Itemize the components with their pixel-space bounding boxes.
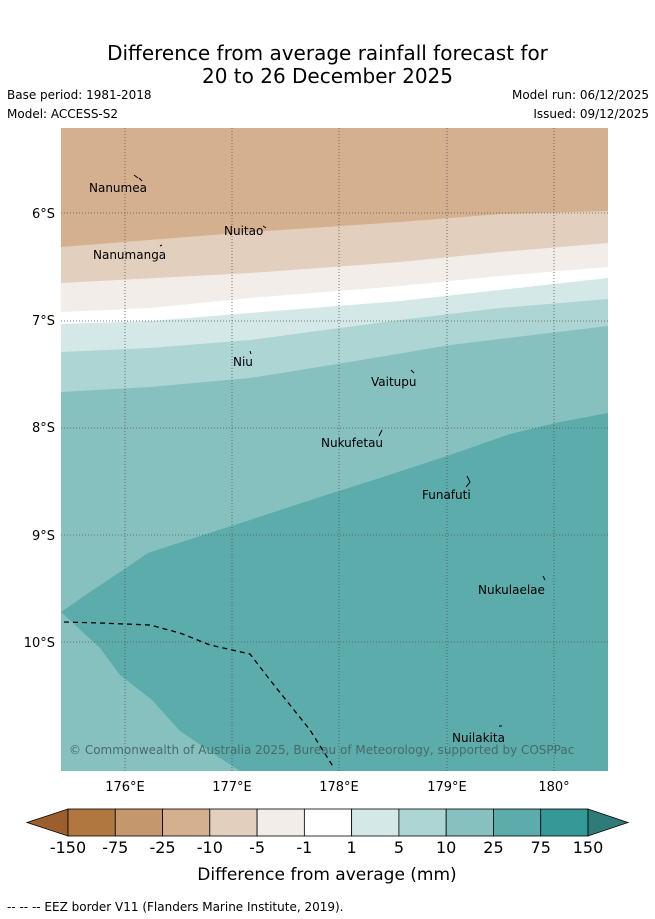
lon-tick-179e: 179°E <box>427 780 467 795</box>
island-label-nanumea: Nanumea <box>89 181 147 195</box>
lat-tick-8s: 8°S <box>32 421 55 436</box>
island-label-funafuti: Funafuti <box>422 488 471 502</box>
colorbar-segment <box>303 808 353 837</box>
colorbar-tick-label: -5 <box>249 838 265 857</box>
colorbar-tick-label: 25 <box>483 838 503 857</box>
island-label-vaitupu: Vaitupu <box>371 375 417 389</box>
colorbar-tick-label: -25 <box>149 838 175 857</box>
lat-tick-9s: 9°S <box>32 529 55 544</box>
eez-footer-note: -- -- -- EEZ border V11 (Flanders Marine… <box>7 900 344 914</box>
island-shapes <box>133 174 546 727</box>
colorbar-segment <box>493 808 542 837</box>
title-line-2: 20 to 26 December 2025 <box>201 64 453 88</box>
island-shape-nanumanga <box>159 244 163 247</box>
colorbar-segment <box>351 808 400 837</box>
island-shape-nukufetau <box>378 429 383 437</box>
grid-lines <box>61 128 608 771</box>
island-shape-nukulaelae <box>542 575 546 581</box>
colorbar-tick-label: 5 <box>394 838 404 857</box>
island-label-nuitao: Nuitao <box>224 224 263 238</box>
base-period: Base period: 1981-2018 <box>7 88 152 102</box>
island-label-nukulaelae: Nukulaelae <box>478 583 545 597</box>
island-shape-vaitupu <box>410 369 415 374</box>
colorbar-tick-label: -150 <box>50 838 86 857</box>
island-shape-nanumea <box>133 174 143 182</box>
island-label-nukufetau: Nukufetau <box>321 436 383 450</box>
colorbar-segment <box>540 808 589 837</box>
lon-tick-177e: 177°E <box>212 780 252 795</box>
band-plus-25 <box>61 413 608 771</box>
colorbar-segment <box>67 808 116 837</box>
colorbar-tick-label: 1 <box>347 838 357 857</box>
colorbar-segment <box>256 808 305 837</box>
model-run: Model run: 06/12/2025 <box>511 88 649 102</box>
colorbar-segment <box>398 808 447 837</box>
island-label-nuilakita: Nuilakita <box>452 731 505 745</box>
island-shape-niu <box>249 350 252 355</box>
colorbar-tick-label: -10 <box>197 838 223 857</box>
lon-tick-178e: 178°E <box>319 780 359 795</box>
colorbar-tick-label: 75 <box>531 838 551 857</box>
colorbar-segment <box>114 808 163 837</box>
lat-tick-7s: 7°S <box>32 314 55 329</box>
colorbar-tick-label: 10 <box>436 838 456 857</box>
colorbar-segment <box>445 808 494 837</box>
colorbar-tick-label: -1 <box>296 838 312 857</box>
lon-tick-176e: 176°E <box>105 780 145 795</box>
copyright-notice: © Commonwealth of Australia 2025, Bureau… <box>69 743 574 757</box>
colorbar-extend-low <box>25 808 69 837</box>
island-label-niu: Niu <box>233 355 253 369</box>
colorbar-segment <box>209 808 258 837</box>
lat-tick-6s: 6°S <box>32 207 55 222</box>
colorbar-label: Difference from average (mm) <box>197 865 456 885</box>
island-label-nanumanga: Nanumanga <box>93 248 166 262</box>
colorbar: -150 -75 -25 -10 -5 -1 1 5 10 25 75 150 <box>25 808 630 857</box>
title-line-1: Difference from average rainfall forecas… <box>107 41 548 65</box>
island-shape-nuitao <box>262 225 267 229</box>
island-shape-funafuti <box>465 475 471 488</box>
colorbar-tick-label: 150 <box>573 838 604 857</box>
colorbar-segment <box>162 808 211 837</box>
colorbar-tick-label: -75 <box>102 838 128 857</box>
map-bands <box>61 128 608 771</box>
eez-border <box>63 621 335 769</box>
lat-tick-10s: 10°S <box>24 636 55 651</box>
model-name: Model: ACCESS-S2 <box>7 107 119 121</box>
colorbar-extend-high <box>587 808 630 837</box>
issued-date: Issued: 09/12/2025 <box>533 107 649 121</box>
lon-tick-180: 180° <box>538 780 569 795</box>
